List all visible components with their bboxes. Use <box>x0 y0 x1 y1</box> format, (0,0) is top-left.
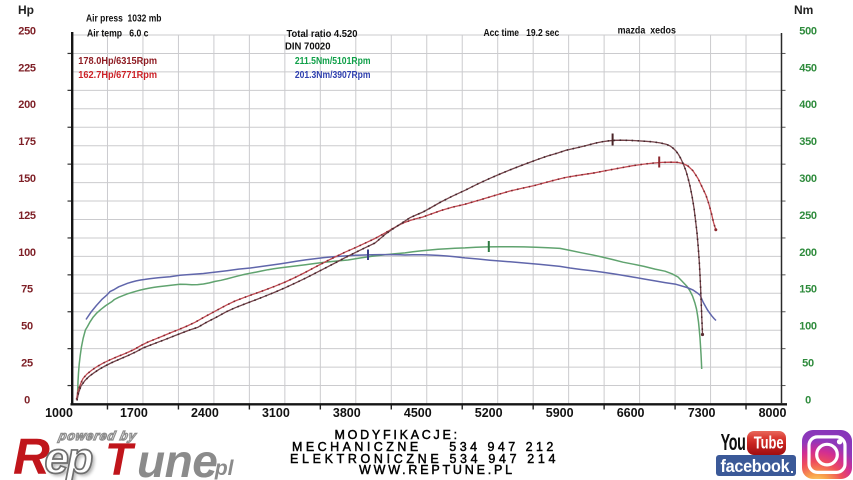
svg-text:201.3Nm/3907Rpm: 201.3Nm/3907Rpm <box>295 69 371 81</box>
svg-text:178.0Hp/6315Rpm: 178.0Hp/6315Rpm <box>78 55 157 67</box>
svg-text:250: 250 <box>18 25 36 37</box>
svg-text:Acc time 19.2 sec: Acc time 19.2 sec <box>484 27 560 39</box>
svg-text:50: 50 <box>21 321 33 333</box>
svg-text:150: 150 <box>799 284 817 296</box>
svg-text:1000: 1000 <box>45 406 73 420</box>
svg-text:mazda xedos: mazda xedos <box>618 24 676 36</box>
svg-text:250: 250 <box>799 210 817 222</box>
svg-text:7300: 7300 <box>688 406 716 420</box>
svg-text:Hp: Hp <box>18 3 34 17</box>
svg-text:25: 25 <box>21 358 33 370</box>
svg-text:0: 0 <box>805 394 811 406</box>
svg-text:5200: 5200 <box>475 406 503 420</box>
svg-text:Nm: Nm <box>794 3 813 17</box>
svg-text:100: 100 <box>18 247 36 259</box>
svg-text:Air press 1032 mb: Air press 1032 mb <box>86 12 162 24</box>
svg-text:5900: 5900 <box>546 406 574 420</box>
svg-text:facebook: facebook <box>720 457 790 476</box>
svg-text:500: 500 <box>799 25 817 37</box>
svg-text:4500: 4500 <box>404 406 432 420</box>
svg-text:Tube: Tube <box>753 434 783 454</box>
svg-text:350: 350 <box>799 136 817 148</box>
svg-text:175: 175 <box>18 136 36 148</box>
svg-text:300: 300 <box>799 173 817 185</box>
svg-text:450: 450 <box>799 62 817 74</box>
svg-text:225: 225 <box>18 62 36 74</box>
svg-text:200: 200 <box>799 247 817 259</box>
svg-text:100: 100 <box>799 321 817 333</box>
svg-text:DIN 70020: DIN 70020 <box>285 41 331 53</box>
svg-text:400: 400 <box>799 99 817 111</box>
svg-text:125: 125 <box>18 210 36 222</box>
svg-text:50: 50 <box>802 358 814 370</box>
svg-text:75: 75 <box>21 284 33 296</box>
svg-text:211.5Nm/5101Rpm: 211.5Nm/5101Rpm <box>295 55 371 67</box>
svg-text:3100: 3100 <box>262 406 290 420</box>
svg-text:200: 200 <box>18 99 36 111</box>
svg-text:3800: 3800 <box>333 406 361 420</box>
svg-text:Air temp 6.0 c: Air temp 6.0 c <box>87 28 149 40</box>
svg-text:You: You <box>720 431 745 455</box>
svg-text:162.7Hp/6771Rpm: 162.7Hp/6771Rpm <box>78 69 157 81</box>
svg-text:0: 0 <box>24 394 30 406</box>
svg-text:2400: 2400 <box>191 406 219 420</box>
svg-text:Total ratio 4.520: Total ratio 4.520 <box>287 28 358 40</box>
svg-text:6600: 6600 <box>617 406 645 420</box>
svg-text:150: 150 <box>18 173 36 185</box>
svg-text:8000: 8000 <box>759 406 787 420</box>
svg-text:1700: 1700 <box>120 406 148 420</box>
